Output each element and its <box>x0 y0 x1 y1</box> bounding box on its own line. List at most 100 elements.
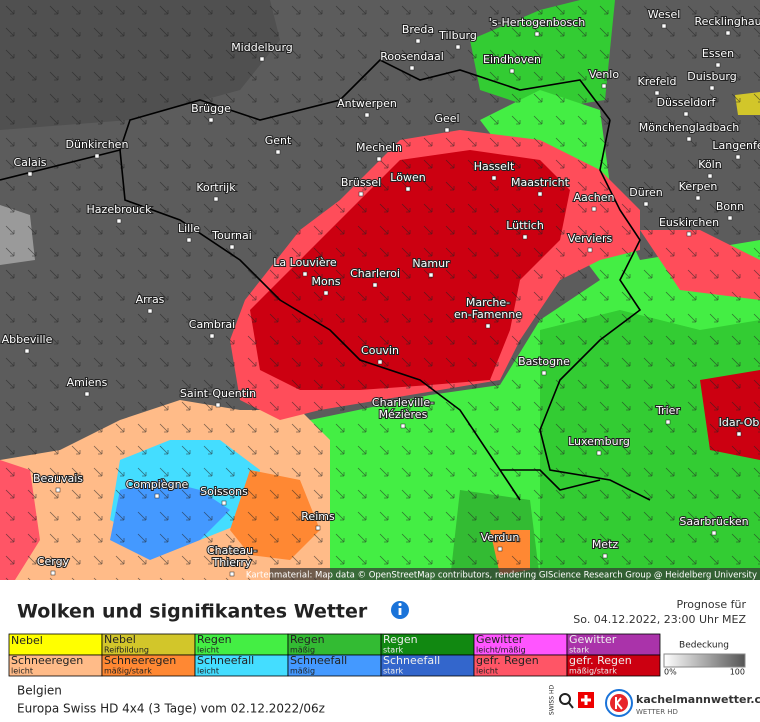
city-label: Middelburg <box>231 41 293 54</box>
legend-name: Gewitter <box>476 633 524 646</box>
city-label: Cergy <box>37 555 70 568</box>
city-dot <box>686 231 692 237</box>
city-label: Charleville- <box>372 396 434 409</box>
forecast-label: Prognose für <box>677 598 747 611</box>
city-label: Eindhoven <box>483 53 541 66</box>
city-label: Essen <box>702 47 734 60</box>
city-label: Wesel <box>648 8 681 21</box>
city-label: Idar-Ob <box>719 416 760 429</box>
city-label: Roosendaal <box>380 50 444 63</box>
legend-sub: mäßig <box>290 667 315 676</box>
legend-sub: leicht <box>11 667 33 676</box>
city-label: Köln <box>698 158 721 171</box>
city-label: Tournai <box>211 229 252 242</box>
city-label: Brügge <box>191 102 231 115</box>
city-dot <box>94 153 100 159</box>
coverage-max: 100 <box>730 668 745 677</box>
city-label: Kortrijk <box>196 181 236 194</box>
city-dot <box>400 423 406 429</box>
city-dot <box>209 333 215 339</box>
city-dot <box>259 56 265 62</box>
city-dot <box>55 487 61 493</box>
city-dot <box>491 175 497 181</box>
city-dot <box>186 237 192 243</box>
legend-sub: stark <box>569 646 589 655</box>
city-dot <box>534 31 540 37</box>
city-dot <box>541 370 547 376</box>
city-label: Trier <box>655 404 680 417</box>
city-dot <box>24 348 30 354</box>
city-label: Arras <box>136 293 165 306</box>
city-label: 's-Hertogenbosch <box>489 16 586 29</box>
legend-name: Nebel <box>104 633 136 646</box>
city-dot <box>229 244 235 250</box>
title: Wolken und signifikantes Wetter <box>17 601 368 623</box>
city-label: Compiègne <box>126 478 189 491</box>
city-label: Düren <box>629 186 662 199</box>
city-label: Brüssel <box>341 176 381 189</box>
city-dot <box>455 44 461 50</box>
city-label: Dünkirchen <box>66 138 129 151</box>
coverage-min: 0% <box>664 668 677 677</box>
legend-sub: leicht/mäßig <box>476 646 526 655</box>
city-label: La Louvière <box>273 256 337 269</box>
city-dot <box>221 500 227 506</box>
city-dot <box>154 493 160 499</box>
city-dot <box>709 85 715 91</box>
city-label: Bonn <box>716 200 744 213</box>
legend-name: gefr. Regen <box>569 654 632 667</box>
city-dot <box>84 391 90 397</box>
city-label: Charleroi <box>350 267 400 280</box>
city-dot <box>497 546 503 552</box>
city-label: Geel <box>434 112 459 125</box>
city-label: Lille <box>178 222 200 235</box>
legend-name: Schneefall <box>197 654 254 667</box>
city-dot <box>315 525 321 531</box>
city-label: Euskirchen <box>659 216 719 229</box>
legend-sub: Reifbildung <box>104 646 149 655</box>
city-label: Mönchengladbach <box>639 121 739 134</box>
city-dot <box>485 323 491 329</box>
city-dot <box>601 83 607 89</box>
legend-sub: leicht <box>197 667 219 676</box>
city-label: en-Famenne <box>454 308 522 321</box>
city-dot <box>596 450 602 456</box>
legend-name: Regen <box>290 633 325 646</box>
city-dot <box>537 191 543 197</box>
city-dot <box>275 149 281 155</box>
city-label: Saarbrücken <box>679 515 748 528</box>
map <box>0 0 760 580</box>
city-dot <box>323 290 329 296</box>
legend-name: gefr. Regen <box>476 654 539 667</box>
city-label: Hazebrouck <box>87 203 153 216</box>
legend-name: Regen <box>197 633 232 646</box>
city-dot <box>587 247 593 253</box>
forecast-time: So. 04.12.2022, 23:00 Uhr MEZ <box>573 613 746 626</box>
city-dot <box>661 23 667 29</box>
info-icon[interactable] <box>391 601 409 619</box>
city-label: Marche- <box>466 296 510 309</box>
city-dot <box>654 90 660 96</box>
coverage-label: Bedeckung <box>679 641 729 651</box>
city-label: Mézières <box>379 408 428 421</box>
city-label: Antwerpen <box>337 97 397 110</box>
city-dot <box>686 136 692 142</box>
city-label: Saint-Quentin <box>180 387 256 400</box>
legend-name: Regen <box>383 633 418 646</box>
city-dot <box>415 38 421 44</box>
city-dot <box>358 191 364 197</box>
city-label: Venlo <box>589 68 619 81</box>
city-label: Soissons <box>200 485 248 498</box>
city-dot <box>711 530 717 536</box>
city-dot <box>229 571 235 577</box>
city-label: Verdun <box>481 531 520 544</box>
city-label: Amiens <box>67 376 108 389</box>
city-dot <box>665 419 671 425</box>
swiss-flag <box>578 692 594 708</box>
city-dot <box>428 272 434 278</box>
legend-sub: stark <box>383 667 403 676</box>
city-dot <box>27 171 33 177</box>
city-dot <box>116 218 122 224</box>
city-label: Couvin <box>361 344 399 357</box>
